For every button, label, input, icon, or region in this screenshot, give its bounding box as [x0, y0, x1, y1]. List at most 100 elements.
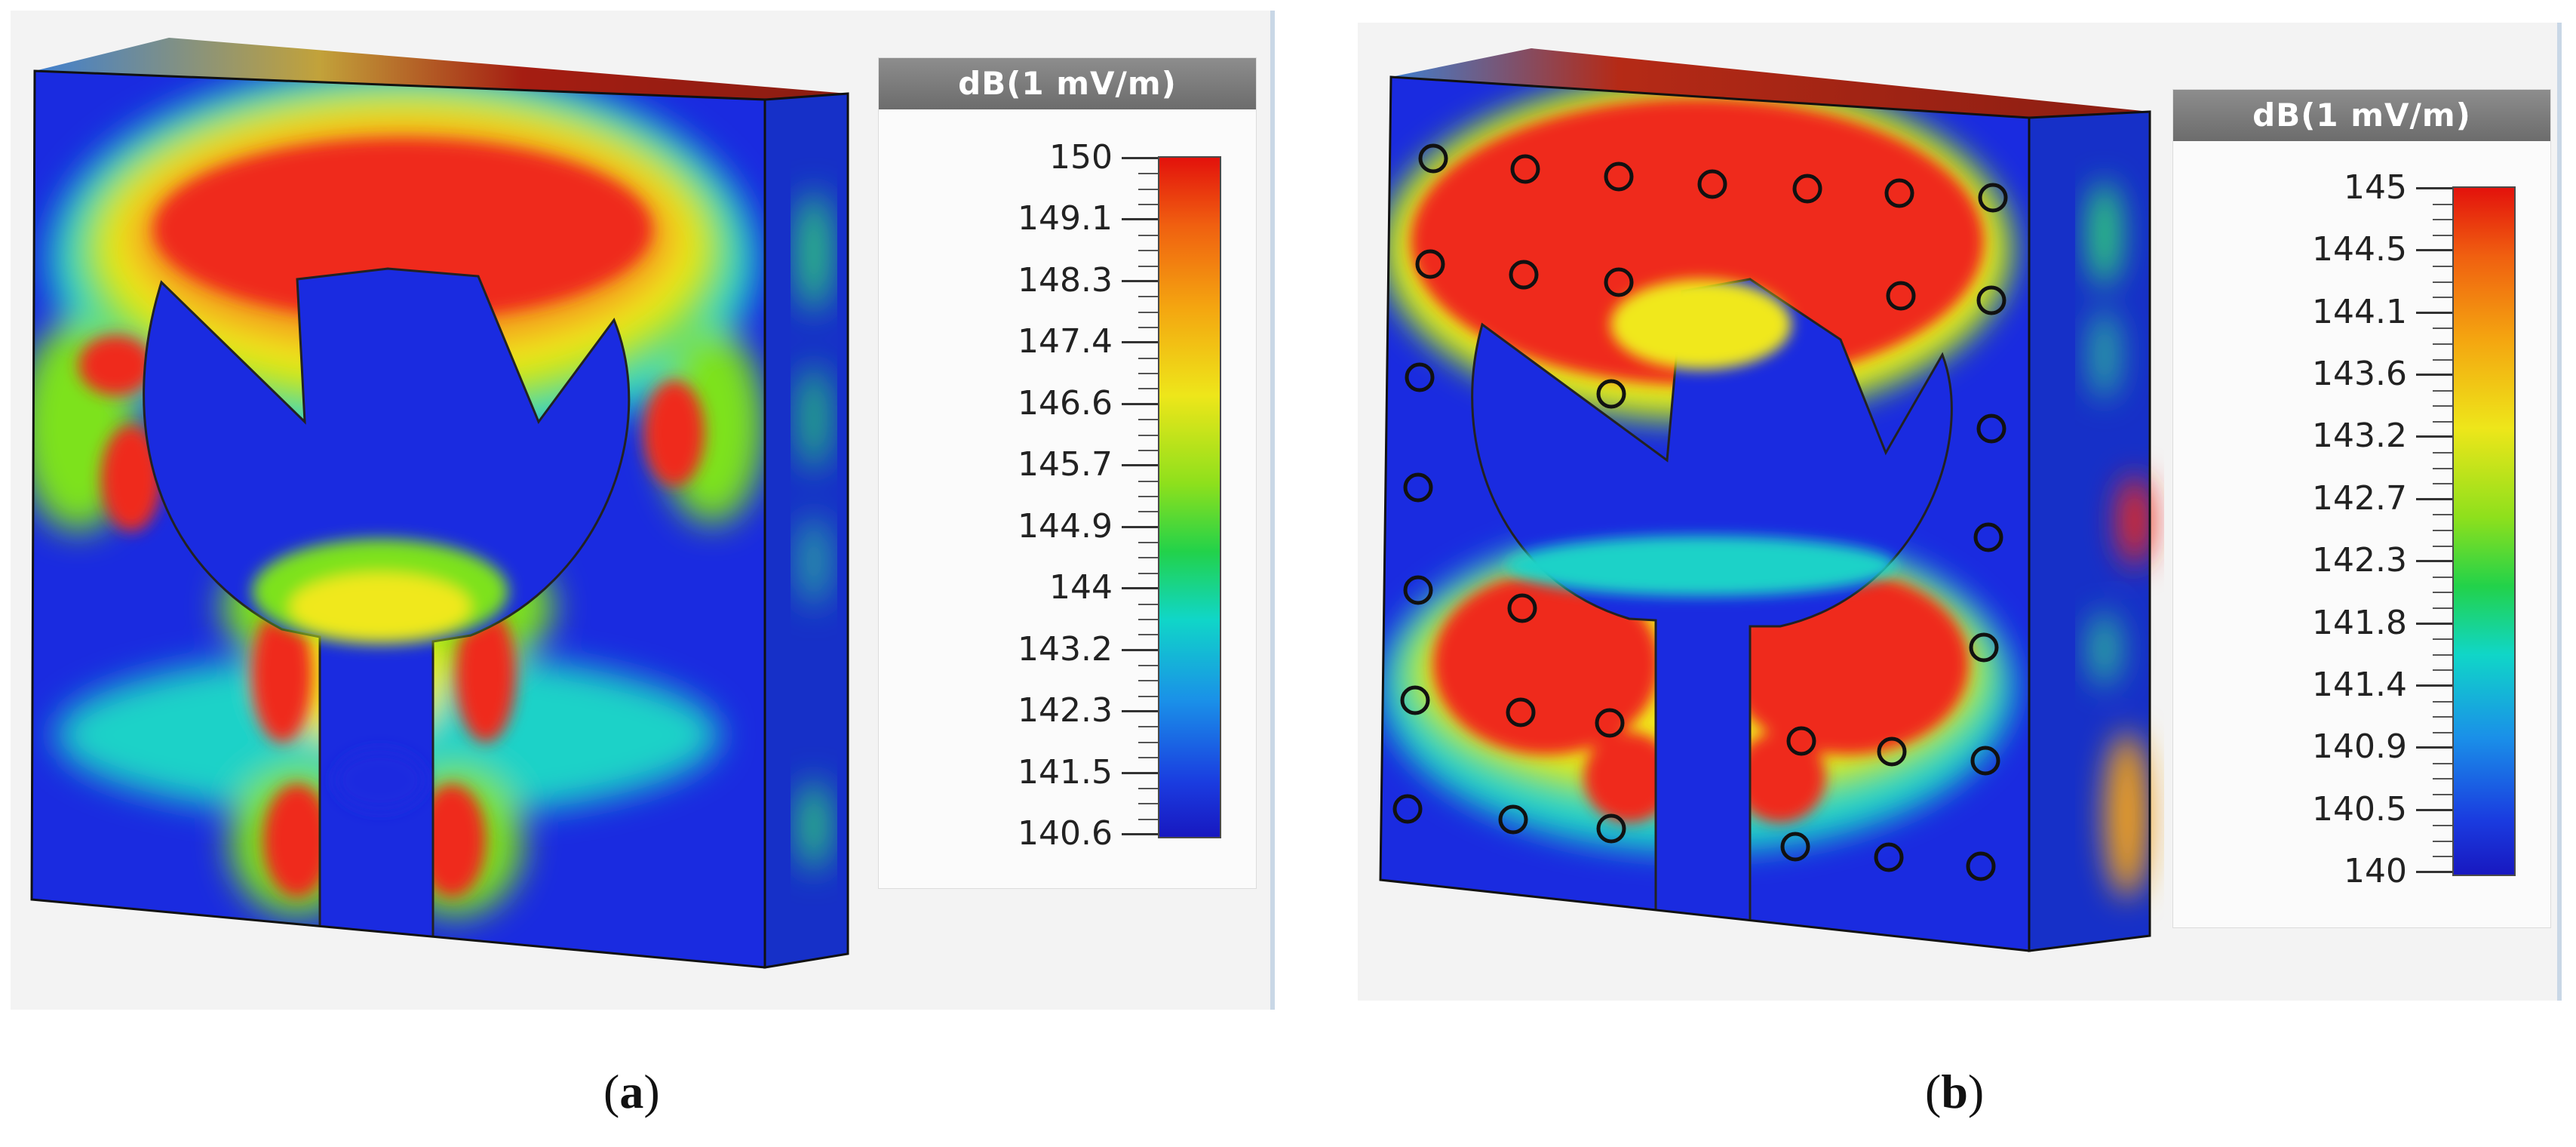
legend-minor-tick: [2433, 420, 2452, 423]
legend-tick-label: 144.1: [2312, 292, 2407, 331]
legend-minor-tick: [2433, 700, 2452, 703]
legend-minor-tick: [1138, 695, 1158, 697]
legend-minor-tick: [1138, 188, 1158, 190]
field-plot-3d-view-a: [30, 38, 849, 969]
legend-tick-label: 142.3: [1018, 691, 1113, 730]
legend-major-tick: [1122, 402, 1158, 405]
via-hole: [1604, 267, 1634, 297]
legend-tick-label: 140: [2344, 852, 2407, 890]
substrate-top-face: [1391, 48, 2150, 118]
legend-minor-tick: [2433, 327, 2452, 330]
legend-minor-tick: [1138, 204, 1158, 206]
legend-minor-tick: [1138, 388, 1158, 390]
via-hole: [1886, 281, 1916, 311]
legend-minor-tick: [2433, 825, 2452, 827]
legend-minor-tick: [2433, 297, 2452, 299]
via-hole: [1969, 632, 1999, 663]
legend-major-tick: [1122, 525, 1158, 528]
legend-minor-tick: [1138, 572, 1158, 574]
legend-minor-tick: [2433, 234, 2452, 236]
legend-minor-tick: [1138, 803, 1158, 805]
legend-minor-tick: [1138, 449, 1158, 451]
legend-minor-tick: [1138, 311, 1158, 313]
legend-tick-label: 148.3: [1018, 260, 1113, 300]
legend-tick-label: 143.6: [2312, 355, 2407, 394]
legend-minor-tick: [2433, 592, 2452, 594]
legend-minor-tick: [1138, 757, 1158, 759]
legend-tick-label: 150: [1049, 138, 1113, 177]
legend-tick-label: 142.7: [2312, 478, 2407, 518]
field-plot-panel-b: dB(1 mV/m) 145 144.5 144.1 143.6 143.2 142.7 1…: [1358, 23, 2562, 1001]
legend-minor-tick: [2433, 343, 2452, 345]
legend-major-tick: [2416, 249, 2452, 252]
via-hole: [1595, 708, 1625, 738]
via-hole: [1604, 161, 1634, 192]
color-legend-b: dB(1 mV/m) 145 144.5 144.1 143.6 143.2 142.7 1…: [2172, 89, 2551, 928]
legend-minor-tick: [2433, 856, 2452, 858]
legend-minor-tick: [2433, 638, 2452, 641]
legend-minor-tick: [1138, 680, 1158, 682]
legend-minor-tick: [1138, 726, 1158, 728]
via-hole: [1976, 285, 2006, 315]
via-hole: [1400, 685, 1430, 715]
legend-minor-tick: [2433, 530, 2452, 531]
legend-minor-tick: [1138, 357, 1158, 359]
legend-major-tick: [2416, 497, 2452, 500]
front-face-field-map: [1380, 77, 2029, 951]
legend-tick-label: 141.4: [2312, 665, 2407, 704]
legend-minor-tick: [1138, 373, 1158, 375]
via-hole: [1596, 379, 1626, 409]
legend-minor-tick: [1138, 434, 1158, 436]
legend-major-tick: [1122, 218, 1158, 221]
legend-minor-tick: [2433, 576, 2452, 578]
legend-tick-label: 149.1: [1018, 199, 1113, 238]
legend-major-tick: [2416, 187, 2452, 189]
legend-minor-tick: [1138, 634, 1158, 636]
legend-tick-label: 144.5: [2312, 230, 2407, 269]
legend-minor-tick: [2433, 483, 2452, 485]
legend-major-tick: [2416, 374, 2452, 377]
legend-major-tick: [1122, 833, 1158, 835]
legend-tick-label: 141.5: [1018, 752, 1113, 792]
via-hole: [1405, 362, 1435, 392]
legend-major-tick: [1122, 279, 1158, 282]
via-hole: [1697, 169, 1727, 199]
via-hole: [1877, 736, 1907, 767]
via-hole: [1978, 183, 2008, 213]
via-hole: [1392, 794, 1423, 824]
legend-minor-tick: [2433, 514, 2452, 516]
legend-minor-tick: [1138, 173, 1158, 175]
legend-minor-tick: [2433, 716, 2452, 718]
legend-minor-tick: [2433, 731, 2452, 733]
legend-minor-tick: [1138, 542, 1158, 544]
field-plot-3d-view-b: [1379, 48, 2151, 952]
legend-major-tick: [2416, 871, 2452, 873]
legend-minor-tick: [2433, 389, 2452, 392]
legend-major-tick: [1122, 464, 1158, 467]
legend-minor-tick: [1138, 296, 1158, 298]
via-hole: [1970, 746, 2000, 776]
legend-minor-tick: [2433, 545, 2452, 547]
legend-tick-label: 146.6: [1018, 383, 1113, 423]
legend-major-tick: [2416, 311, 2452, 314]
legend-minor-tick: [2433, 203, 2452, 205]
legend-major-tick: [2416, 684, 2452, 687]
field-plot-panel-a: dB(1 mV/m) 150 149.1 148.3 147.4 146.6 145.7 1…: [11, 11, 1275, 1010]
legend-minor-tick: [1138, 511, 1158, 513]
legend-minor-tick: [1138, 419, 1158, 421]
legend-tick-label: 143.2: [2312, 417, 2407, 456]
legend-minor-tick: [2433, 358, 2452, 361]
legend-major-tick: [2416, 746, 2452, 749]
via-hole: [1884, 178, 1914, 208]
legend-tick-label: 144.9: [1018, 506, 1113, 546]
legend-major-tick: [1122, 341, 1158, 344]
color-legend-a: dB(1 mV/m) 150 149.1 148.3 147.4 146.6 145.7 1…: [878, 57, 1257, 889]
legend-major-tick: [2416, 560, 2452, 563]
via-hole: [1786, 726, 1816, 756]
substrate-top-face: [35, 38, 848, 100]
via-hole: [1506, 697, 1536, 727]
via-hole: [1507, 593, 1537, 623]
caption-b: (b): [1925, 1065, 1985, 1118]
legend-tick-label: 140.6: [1018, 814, 1113, 853]
legend-major-tick: [2416, 622, 2452, 625]
